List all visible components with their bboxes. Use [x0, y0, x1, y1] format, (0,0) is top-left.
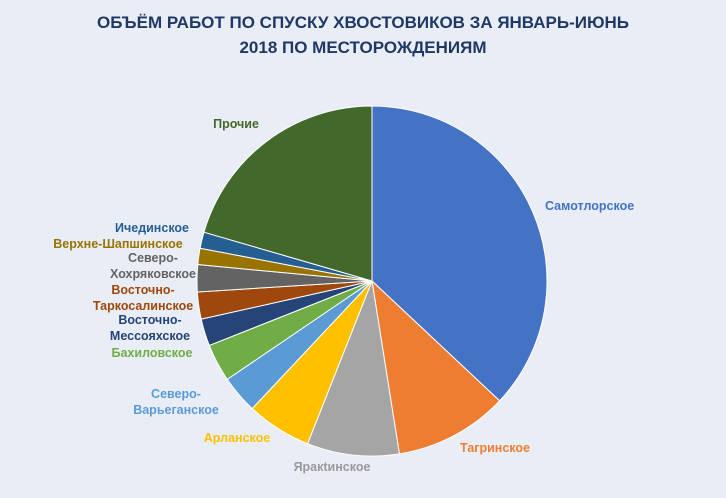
slice-label: Северо-Варьеганское: [133, 387, 219, 417]
pie-slice: [371, 105, 548, 402]
pie-slice: [371, 279, 501, 455]
slice-label: Самотлорское: [545, 199, 634, 213]
slice-label: Ичединское: [115, 221, 189, 235]
chart-title-line2: 2018 ПО МЕСТОРОЖДЕНИЯМ: [239, 38, 487, 57]
slice-label: Северо-Хохряковское: [110, 251, 196, 281]
pie-slice: [306, 279, 400, 457]
slice-label: Верхне-Шапшинское: [53, 237, 182, 251]
slice-label: Бахиловское: [112, 346, 193, 360]
slice-label: Прочие: [213, 117, 259, 131]
chart-title-line1: ОБЪЁМ РАБОТ ПО СПУСКУ ХВОСТОВИКОВ ЗА ЯНВ…: [97, 13, 629, 32]
slice-label: Восточно-Таркосалинское: [93, 283, 193, 313]
pie-slice: [203, 105, 373, 282]
slice-label: Тагринское: [460, 441, 530, 455]
slice-label: Восточно-Мессояхское: [110, 313, 190, 343]
slice-label: Арланское: [204, 431, 270, 445]
chart-title: ОБЪЁМ РАБОТ ПО СПУСКУ ХВОСТОВИКОВ ЗА ЯНВ…: [0, 10, 726, 60]
slice-label: Яракtинское: [294, 460, 371, 474]
